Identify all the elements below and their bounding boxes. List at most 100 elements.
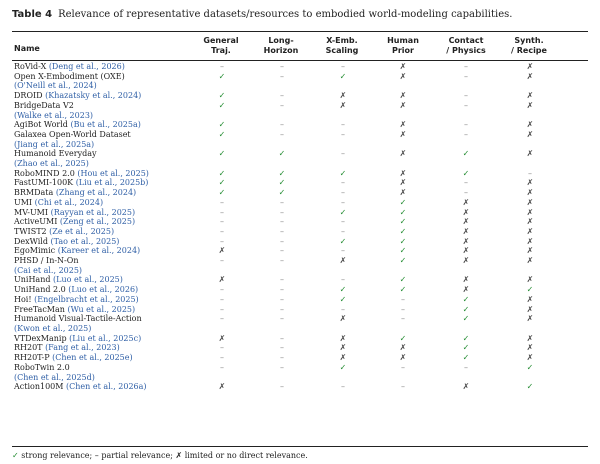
- relevance-partial-mark: –: [220, 343, 224, 353]
- relevance-partial-mark: –: [464, 100, 468, 110]
- table-legend: ✓ strong relevance; – partial relevance;…: [12, 451, 308, 461]
- citation-link[interactable]: (Liu et al., 2025b): [75, 178, 149, 188]
- relevance-strong-mark: ✓: [339, 294, 347, 304]
- relevance-none-mark: ✗: [526, 129, 534, 139]
- citation-link[interactable]: (Liu et al., 2025c): [69, 333, 142, 343]
- table-row: ActiveUMI (Zeng et al., 2025) – – – ✓ ✗ ✗: [12, 217, 588, 227]
- row-name: Galaxea Open-World Dataset (Jiang et al.,…: [14, 130, 194, 149]
- dataset-name: UniHand 2.0: [14, 285, 69, 295]
- row-name-line: (O'Neill et al., 2024): [14, 81, 194, 91]
- relevance-none-mark: ✗: [526, 178, 534, 188]
- relevance-none-mark: ✗: [526, 217, 534, 227]
- header-rule: [12, 60, 588, 61]
- citation-link[interactable]: (Hou et al., 2025): [77, 168, 149, 178]
- relevance-none-mark: ✗: [526, 314, 534, 324]
- relevance-strong-mark: ✓: [218, 120, 226, 130]
- citation-link[interactable]: (Zhao et al., 2025): [14, 159, 89, 169]
- dataset-name: VTDexManip: [14, 333, 70, 343]
- row-name-line: Humanoid Everyday: [14, 149, 194, 159]
- row-name: Action100M (Chen et al., 2026a): [14, 382, 194, 392]
- relevance-none-mark: ✗: [462, 217, 470, 227]
- relevance-none-mark: ✗: [526, 246, 534, 256]
- citation-link[interactable]: (Tao et al., 2025): [50, 236, 120, 246]
- relevance-strong-mark: ✓: [399, 197, 407, 207]
- row-name: RoboMIND 2.0 (Hou et al., 2025): [14, 169, 194, 179]
- citation-link[interactable]: (Chen et al., 2025d): [14, 372, 95, 382]
- citation-link[interactable]: (Bu et al., 2025a): [70, 120, 141, 130]
- relevance-none-mark: ✗: [339, 100, 347, 110]
- relevance-none-mark: ✗: [526, 149, 534, 159]
- relevance-partial-mark: –: [341, 120, 345, 130]
- row-name-line: EgoMimic (Kareer et al., 2024): [14, 246, 194, 256]
- relevance-partial-mark: –: [220, 207, 224, 217]
- citation-link[interactable]: (Walke et al., 2023): [14, 110, 94, 120]
- header-contact-physics: Contact / Physics: [446, 36, 486, 55]
- relevance-partial-mark: –: [220, 197, 224, 207]
- table-row: RoVid-X (Deng et al., 2026) – – – ✗ – ✗: [12, 62, 588, 72]
- relevance-strong-mark: ✓: [218, 71, 226, 81]
- citation-link[interactable]: (Zeng et al., 2025): [59, 217, 136, 227]
- relevance-partial-mark: –: [280, 353, 284, 363]
- relevance-strong-mark: ✓: [218, 100, 226, 110]
- relevance-partial-mark: –: [280, 197, 284, 207]
- citation-link[interactable]: (Jiang et al., 2025a): [14, 139, 95, 149]
- row-name: UMI (Chi et al., 2024): [14, 198, 194, 208]
- relevance-partial-mark: –: [280, 256, 284, 266]
- citation-link[interactable]: (Cai et al., 2025): [14, 265, 83, 275]
- relevance-partial-mark: –: [464, 120, 468, 130]
- relevance-none-mark: ✗: [399, 120, 407, 130]
- citation-link[interactable]: (Luo et al., 2025): [53, 275, 123, 285]
- citation-link[interactable]: (Zhang et al., 2024): [55, 188, 137, 198]
- citation-link[interactable]: (Ze et al., 2025): [49, 226, 115, 236]
- table-row: DROID (Khazatsky et al., 2024) ✓ – ✗ ✗ – ✗: [12, 91, 588, 101]
- citation-link[interactable]: (Fang et al., 2023): [45, 343, 120, 353]
- table-row: Action100M (Chen et al., 2026a) ✗ – – – ✗ ✓: [12, 382, 588, 392]
- row-name-line: RoVid-X (Deng et al., 2026): [14, 62, 194, 72]
- citation-link[interactable]: (Kareer et al., 2024): [57, 246, 141, 256]
- row-name-line: RoboTwin 2.0: [14, 363, 194, 373]
- relevance-none-mark: ✗: [526, 100, 534, 110]
- table-row: FreeTacMan (Wu et al., 2025) – – – – ✓ ✗: [12, 305, 588, 315]
- relevance-partial-mark: –: [280, 100, 284, 110]
- citation-link[interactable]: (Chen et al., 2025e): [52, 353, 133, 363]
- row-name-line: TWIST2 (Ze et al., 2025): [14, 227, 194, 237]
- relevance-partial-mark: –: [220, 62, 224, 71]
- citation-link[interactable]: (Khazatsky et al., 2024): [45, 91, 142, 101]
- relevance-strong-mark: ✓: [218, 188, 226, 198]
- relevance-strong-mark: ✓: [339, 168, 347, 178]
- citation-link[interactable]: (Engelbracht et al., 2025): [34, 294, 139, 304]
- citation-link[interactable]: (O'Neill et al., 2024): [14, 81, 97, 91]
- legend-partial-symbol: –: [94, 451, 99, 460]
- relevance-partial-mark: –: [280, 246, 284, 256]
- relevance-strong-mark: ✓: [462, 149, 470, 159]
- citation-link[interactable]: (Rayyan et al., 2025): [50, 207, 136, 217]
- relevance-partial-mark: –: [280, 382, 284, 392]
- citation-link[interactable]: (Kwon et al., 2025): [14, 323, 92, 333]
- citation-link[interactable]: (Chen et al., 2026a): [66, 382, 147, 392]
- relevance-partial-mark: –: [220, 304, 224, 314]
- citation-link[interactable]: (Deng et al., 2026): [48, 62, 125, 71]
- relevance-strong-mark: ✓: [526, 285, 534, 295]
- relevance-strong-mark: ✓: [339, 285, 347, 295]
- relevance-strong-mark: ✓: [462, 353, 470, 363]
- relevance-none-mark: ✗: [399, 91, 407, 101]
- relevance-strong-mark: ✓: [399, 285, 407, 295]
- relevance-strong-mark: ✓: [462, 294, 470, 304]
- row-name: EgoMimic (Kareer et al., 2024): [14, 246, 194, 256]
- table-row: BridgeData V2 (Walke et al., 2023) ✓ – ✗ ✗ – ✗: [12, 101, 588, 120]
- citation-link[interactable]: (Wu et al., 2025): [67, 304, 136, 314]
- table-row: RoboTwin 2.0 (Chen et al., 2025d) – – ✓ – – ✓: [12, 363, 588, 382]
- relevance-strong-mark: ✓: [278, 188, 286, 198]
- dataset-name: Action100M: [14, 382, 67, 392]
- relevance-none-mark: ✗: [462, 226, 470, 236]
- relevance-partial-mark: –: [280, 314, 284, 324]
- dataset-name: BRMData: [14, 188, 56, 198]
- row-name-line: UMI (Chi et al., 2024): [14, 198, 194, 208]
- relevance-partial-mark: –: [280, 217, 284, 227]
- relevance-partial-mark: –: [401, 382, 405, 392]
- relevance-none-mark: ✗: [399, 178, 407, 188]
- row-name-line: (Cai et al., 2025): [14, 266, 194, 276]
- citation-link[interactable]: (Chi et al., 2024): [34, 197, 104, 207]
- citation-link[interactable]: (Luo et al., 2026): [68, 285, 139, 295]
- relevance-strong-mark: ✓: [278, 168, 286, 178]
